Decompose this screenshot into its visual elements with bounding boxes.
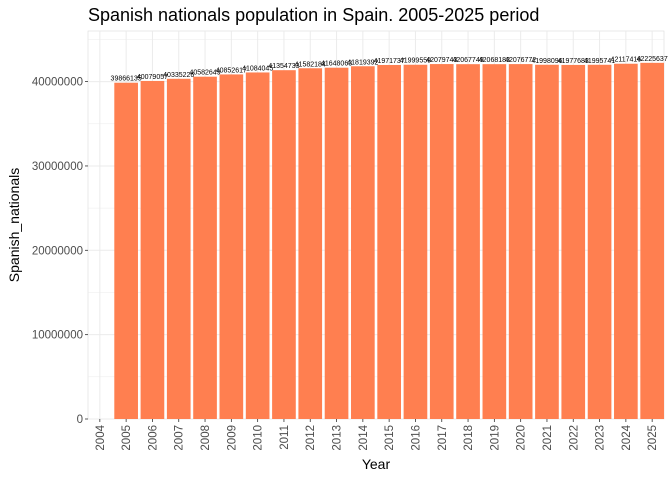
- bar-2021: [535, 64, 559, 419]
- y-tick-label: 20000000: [32, 245, 83, 257]
- data-label-2005: 39866135: [111, 76, 142, 83]
- x-tick-layer: 2004 2005 2006 2007 2008 2009 2010 2011 2012 2013…: [95, 419, 659, 451]
- data-label-2018: 42067749: [452, 57, 483, 64]
- bar-2024: [614, 63, 638, 420]
- data-label-2023: 41995741: [584, 58, 615, 65]
- x-tick-label: 2011: [279, 425, 291, 450]
- data-label-2006: 40079057: [137, 74, 168, 81]
- data-label-2024: 42117416: [611, 57, 642, 64]
- data-label-2014: 41819392: [347, 59, 378, 66]
- data-label-2019: 42068183: [479, 57, 510, 64]
- y-tick-layer: 0 10000000 20000000 30000000 40000000: [32, 77, 88, 426]
- x-tick-label: 2013: [332, 425, 344, 451]
- data-label-2009: 40852617: [216, 67, 247, 74]
- bar-2023: [587, 64, 612, 419]
- data-label-2015: 41971737: [374, 58, 405, 65]
- x-tick-label: 2006: [147, 425, 159, 451]
- y-tick-label: 10000000: [32, 330, 83, 342]
- data-label-2022: 41977683: [558, 58, 589, 65]
- bar-2008: [193, 76, 217, 419]
- bar-2007: [166, 78, 191, 420]
- x-tick-label: 2019: [489, 425, 501, 451]
- x-tick-label: 2015: [384, 425, 396, 451]
- bar-layer: [114, 62, 664, 420]
- x-tick-label: 2007: [174, 425, 186, 451]
- bar-2009: [219, 74, 244, 419]
- data-label-2021: 41998096: [531, 58, 562, 65]
- bar-2011: [272, 70, 296, 419]
- x-tick-label: 2023: [595, 425, 607, 451]
- x-tick-label: 2021: [542, 425, 554, 451]
- bar-2022: [561, 64, 586, 419]
- data-label-2012: 41582184: [295, 61, 326, 68]
- data-label-2025: 42225637: [637, 56, 668, 63]
- chart-title: Spanish nationals population in Spain. 2…: [88, 5, 539, 25]
- bar-2012: [298, 68, 323, 420]
- data-label-2020: 42076772: [505, 57, 536, 64]
- bar-2005: [114, 82, 138, 419]
- x-tick-label: 2018: [463, 425, 475, 451]
- x-tick-label: 2020: [516, 425, 528, 451]
- data-label-2010: 41084045: [242, 65, 273, 72]
- x-tick-label: 2017: [437, 425, 449, 451]
- bar-2010: [245, 72, 270, 419]
- data-label-2016: 41999559: [400, 58, 431, 65]
- x-tick-label: 2009: [226, 425, 238, 451]
- data-label-2013: 41648063: [321, 61, 352, 68]
- bar-2015: [377, 64, 401, 419]
- bar-2014: [351, 66, 375, 420]
- bar-2018: [456, 64, 480, 420]
- bar-2020: [508, 64, 533, 419]
- data-label-2008: 40582649: [189, 70, 220, 77]
- x-tick-label: 2016: [410, 425, 422, 451]
- x-tick-label: 2025: [647, 425, 659, 451]
- bar-2013: [324, 67, 349, 419]
- x-tick-label: 2010: [253, 425, 265, 451]
- x-tick-label: 2004: [95, 424, 107, 450]
- bar-2017: [429, 64, 454, 419]
- x-axis-title: Year: [362, 456, 391, 472]
- x-tick-label: 2014: [358, 424, 370, 450]
- data-label-layer: 3986613540079057403352264058264940852617…: [111, 56, 668, 83]
- y-tick-label: 40000000: [32, 77, 83, 89]
- x-tick-label: 2005: [121, 425, 133, 451]
- y-tick-label: 30000000: [32, 161, 83, 173]
- x-tick-label: 2024: [621, 424, 633, 450]
- data-label-2017: 42079743: [426, 57, 457, 64]
- bar-2006: [140, 80, 165, 419]
- x-tick-label: 2022: [568, 425, 580, 451]
- data-label-2007: 40335226: [163, 72, 194, 79]
- bar-2016: [403, 64, 428, 419]
- bar-2019: [482, 64, 507, 419]
- bar-2025: [640, 62, 664, 419]
- y-tick-label: 0: [77, 414, 83, 426]
- data-label-2011: 41354733: [268, 63, 299, 70]
- x-tick-label: 2012: [305, 425, 317, 451]
- x-tick-label: 2008: [200, 425, 212, 451]
- y-axis-title: Spanish_nationals: [6, 168, 22, 282]
